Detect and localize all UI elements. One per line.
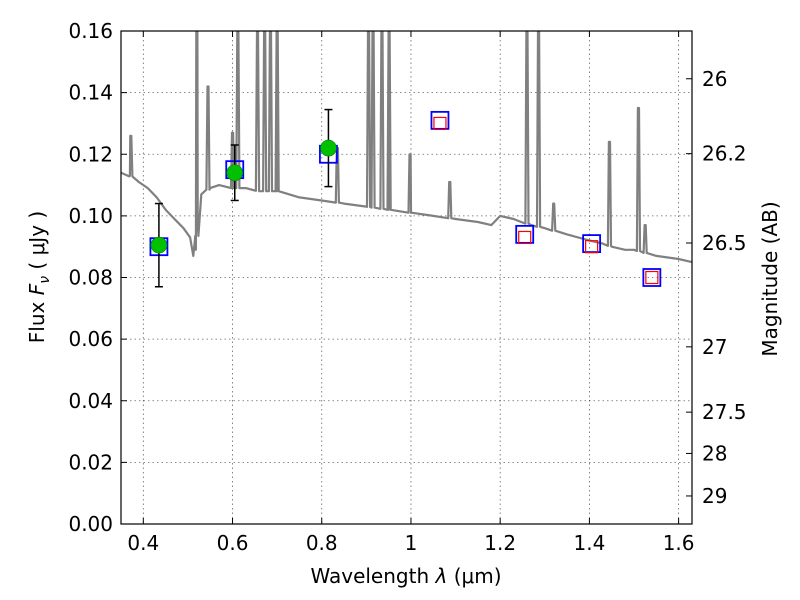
x-tick-label: 1 xyxy=(405,531,418,555)
y2-tick-label: 26.5 xyxy=(702,231,747,255)
y-axis-label: Flux Fν ( μJy ) xyxy=(25,211,53,343)
y-tick-label: 0.14 xyxy=(68,81,113,105)
marker-layer xyxy=(149,108,662,288)
x-tick-label: 0.8 xyxy=(306,531,338,555)
x-tick-label: 1.2 xyxy=(484,531,516,555)
upper-limit-square xyxy=(585,240,599,254)
x-tick-label: 1.4 xyxy=(573,531,605,555)
observed-point xyxy=(150,236,168,254)
x-tick-label: 0.6 xyxy=(217,531,249,555)
x-axis-label: Wavelength λ (μm) xyxy=(310,564,501,588)
y2-tick-label: 26.2 xyxy=(702,142,747,166)
x-tick-label: 0.4 xyxy=(127,531,159,555)
observed-point xyxy=(320,139,337,157)
model-photometry-square xyxy=(642,268,662,287)
grid-lines xyxy=(121,30,692,525)
y-tick-label: 0.16 xyxy=(68,19,113,43)
y-tick-label: 0.06 xyxy=(68,327,113,351)
y-tick-label: 0.10 xyxy=(68,204,113,228)
y2-tick-label: 27 xyxy=(702,335,727,359)
series-layer xyxy=(121,31,692,264)
ticks: 0.4 0.6 0.8 1 1.2 1.4 1.6 0.00 0.02 0.04 0.06 0.08 0… xyxy=(68,19,746,555)
upper-limit-square xyxy=(645,270,659,285)
upper-limit-square xyxy=(433,116,447,131)
y-tick-label: 0.02 xyxy=(68,450,113,474)
y2-tick-label: 28 xyxy=(702,441,727,465)
upper-limit-square xyxy=(518,230,532,245)
y-tick-label: 0.04 xyxy=(68,389,113,413)
y2-tick-label: 27.5 xyxy=(702,400,747,424)
y2-tick-label: 29 xyxy=(702,484,727,508)
x-tick-label: 1.6 xyxy=(663,531,695,555)
observed-point xyxy=(226,164,244,182)
spectrum-line xyxy=(121,31,692,264)
y2-tick-label: 26 xyxy=(702,67,727,91)
y-tick-label: 0.08 xyxy=(68,266,113,290)
y-tick-label: 0.12 xyxy=(68,142,113,166)
y-tick-label: 0.00 xyxy=(68,512,113,536)
y2-axis-label: Magnitude (AB) xyxy=(758,201,782,356)
